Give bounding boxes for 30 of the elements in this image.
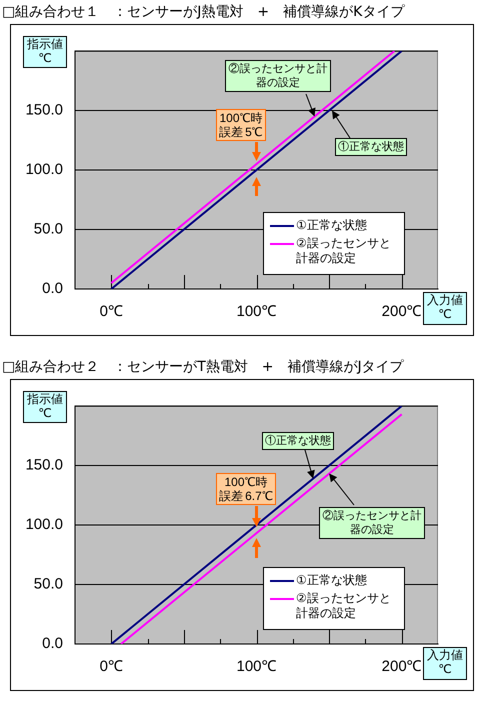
chart-title: □組み合わせ１ ：センサーがJ熱電対 + 補償導線がKタイプ — [2, 3, 404, 21]
y-tick-label: 50.0 — [34, 220, 63, 238]
y-tick-label: 100.0 — [25, 516, 63, 534]
annotation: 100℃時誤差 6.7℃ — [216, 473, 276, 505]
y-tick-label: 0.0 — [42, 635, 63, 652]
chart-title: □組み合わせ２ ：センサーがT熱電対 + 補償導線がJタイプ — [2, 358, 404, 376]
annotation: ②誤ったセンサと計器の設定 — [225, 60, 331, 92]
annotation: ②誤ったセンサと計器の設定 — [319, 507, 425, 539]
x-tick-label: 100℃ — [236, 303, 277, 320]
x-axis-title: 入力値 ℃ — [423, 647, 467, 680]
legend-label: ②誤ったセンサと計器の設定 — [296, 591, 392, 621]
annotation: ①正常な状態 — [262, 432, 334, 450]
annotation: 100℃時誤差 5℃ — [216, 109, 266, 141]
legend-label: ①正常な状態 — [296, 218, 367, 233]
y-tick-label: 100.0 — [25, 161, 63, 178]
y-tick-label: 50.0 — [34, 576, 63, 593]
y-axis-title: 指示値 ℃ — [23, 36, 67, 68]
x-tick-label: 200℃ — [382, 658, 422, 676]
x-tick-label: 200℃ — [382, 303, 422, 320]
legend-label: ①正常な状態 — [296, 573, 367, 588]
y-tick-label: 0.0 — [42, 280, 63, 298]
x-tick-label: 0℃ — [100, 303, 123, 320]
legend-label: ②誤ったセンサと計器の設定 — [296, 236, 392, 266]
x-axis-title: 入力値 ℃ — [423, 292, 467, 325]
y-tick-label: 150.0 — [25, 102, 63, 119]
y-tick-label: 150.0 — [25, 456, 63, 474]
y-axis-title: 指示値 ℃ — [23, 391, 67, 423]
annotation: ①正常な状態 — [335, 138, 407, 156]
x-tick-label: 0℃ — [100, 658, 123, 676]
x-tick-label: 100℃ — [236, 658, 277, 676]
